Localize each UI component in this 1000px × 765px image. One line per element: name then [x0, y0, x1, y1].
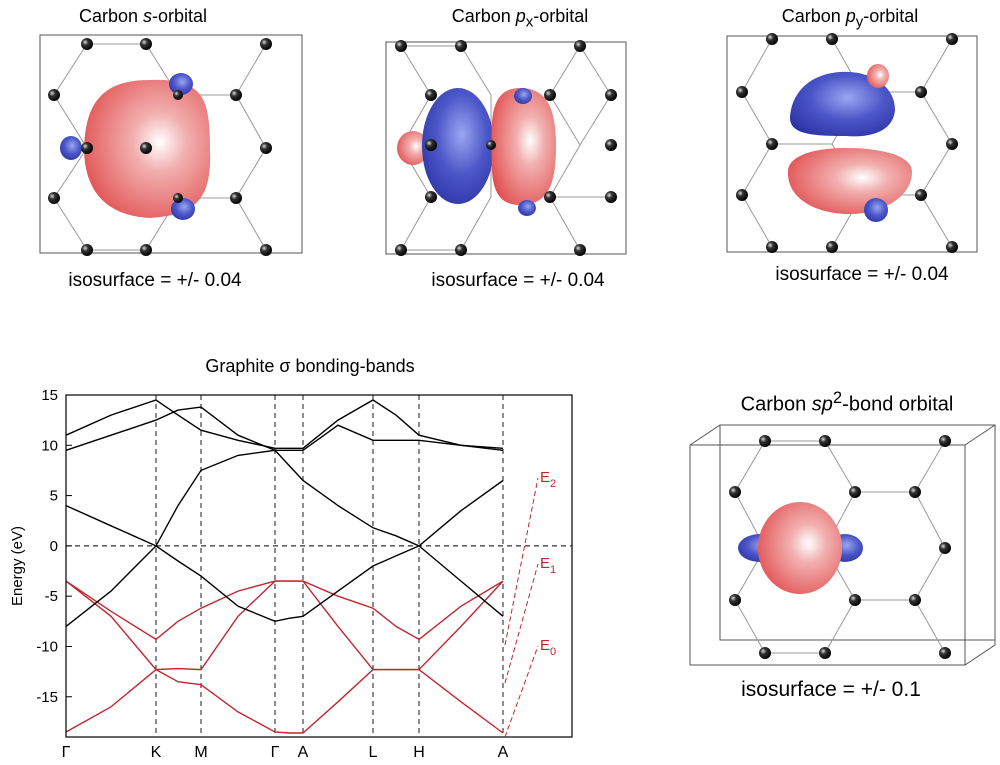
title-segment: -bond orbital [842, 393, 954, 416]
orbital-title: Carbon py-orbital [700, 6, 1000, 31]
title-segment: -orbital [152, 6, 208, 26]
annotation: E2 [540, 469, 556, 490]
y-tick-label: 15 [41, 387, 58, 404]
title-segment: Carbon [740, 393, 812, 416]
x-tick-label: H [413, 744, 425, 761]
title-segment: -orbital [863, 6, 919, 26]
title-segment: Carbon [451, 6, 516, 26]
annotation-leader [504, 563, 539, 684]
band-line [65, 406, 504, 451]
isosurface-label: isosurface = +/- 0.04 [775, 264, 949, 285]
annotation-leader [504, 477, 539, 646]
y-axis-label: Energy (eV) [9, 526, 26, 606]
band-chart: Graphite σ bonding-bands Energy (eV) 151… [9, 356, 573, 761]
y-tick-label: -10 [36, 638, 58, 655]
title-segment: y [855, 13, 864, 31]
title-segment: x [525, 13, 534, 31]
isosurface-label: isosurface = +/- 0.04 [431, 270, 605, 291]
s-orbital-picture [39, 34, 303, 256]
title-segment: p [845, 6, 856, 26]
sp2-orbital-picture [689, 424, 996, 666]
x-tick-label: K [151, 744, 162, 761]
annotation-text: E [540, 637, 550, 654]
x-tick-label: L [369, 744, 378, 761]
orbital-title: Carbon sp2-bond orbital [697, 388, 997, 417]
x-tick-label: Γ [271, 744, 280, 761]
orbital-title: Carbon s-orbital [0, 6, 293, 27]
y-tick-label: -5 [45, 588, 58, 605]
x-tick-label: A [498, 744, 509, 761]
title-segment: Carbon [78, 6, 143, 26]
x-tick-label: Γ [62, 744, 71, 761]
annotation-sub: 0 [550, 646, 556, 658]
band-line [65, 580, 504, 641]
annotation-text: E [540, 469, 550, 486]
band-line [65, 544, 504, 627]
annotation-sub: 1 [550, 564, 556, 576]
plot-frame [65, 394, 573, 738]
title-segment: Carbon [781, 6, 846, 26]
annotation-sub: 2 [550, 478, 556, 490]
py-orbital-picture [726, 33, 978, 253]
y-tick-label: 0 [50, 538, 58, 555]
x-tick-label: M [194, 744, 207, 761]
px-orbital-picture [385, 40, 627, 256]
annotation-text: E [540, 555, 550, 572]
title-segment: -orbital [533, 6, 589, 26]
annotation-leader [504, 645, 539, 738]
chart-title: Graphite σ bonding-bands [205, 356, 414, 376]
annotation: E1 [540, 555, 556, 576]
isosurface-label: isosurface = +/- 0.1 [741, 678, 921, 701]
y-tick-label: 5 [50, 488, 58, 505]
band-line [65, 449, 504, 547]
y-tick-label: -15 [36, 689, 58, 706]
annotation: E0 [540, 637, 556, 658]
title-segment: s [143, 6, 152, 26]
band-line [65, 668, 504, 734]
x-tick-label: A [298, 744, 309, 761]
y-tick-label: 10 [41, 437, 58, 454]
band-line [65, 399, 504, 449]
orbital-title: Carbon px-orbital [370, 6, 670, 31]
title-segment: 2 [832, 388, 843, 407]
title-segment: sp [811, 393, 833, 416]
title-segment: p [515, 6, 526, 26]
isosurface-label: isosurface = +/- 0.04 [68, 270, 242, 291]
